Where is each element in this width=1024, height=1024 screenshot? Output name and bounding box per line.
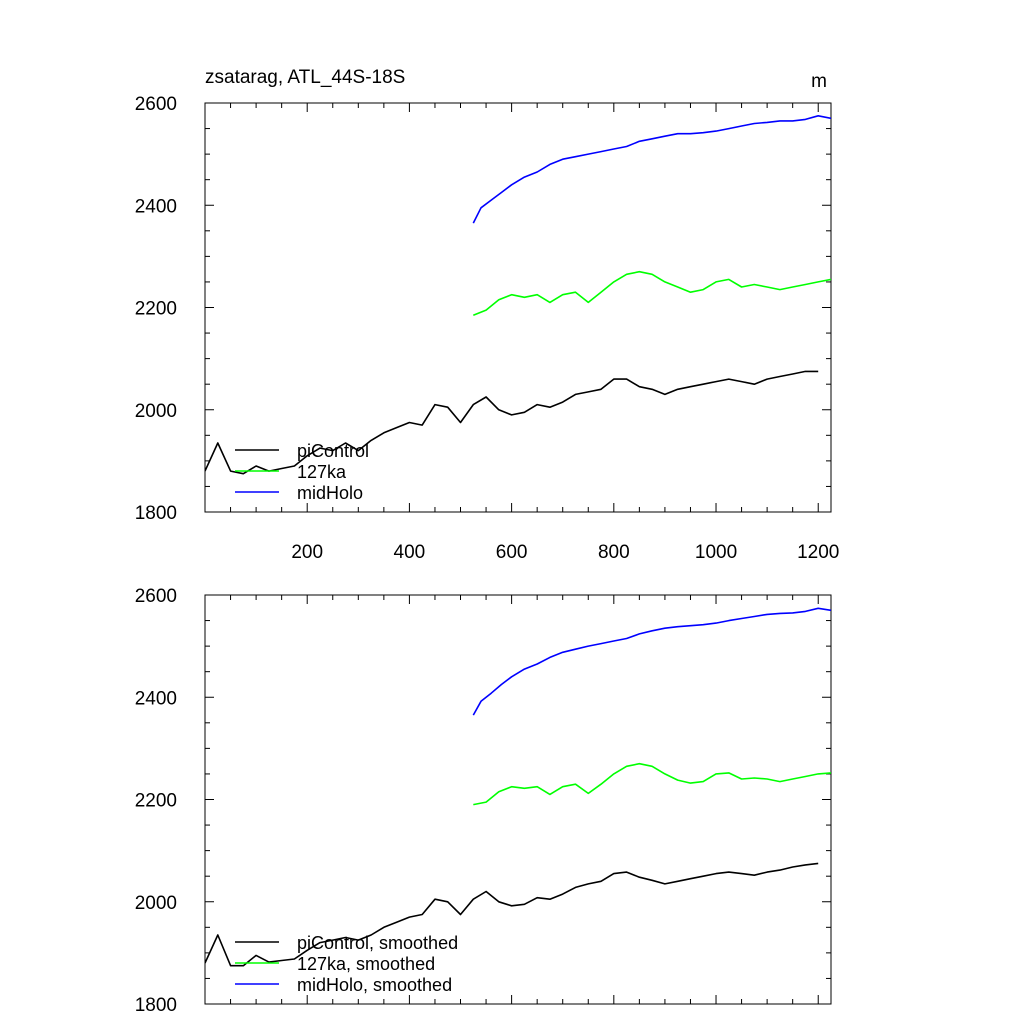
y-tick-label: 2400 [135,196,177,217]
series-line-picontrol [205,370,819,475]
x-tick-label: 200 [291,542,323,563]
legend-label: piControl, smoothed [297,933,458,953]
y-tick-label: 1800 [135,995,177,1016]
x-tick-label: 600 [496,542,528,563]
y-tick-label: 2000 [135,893,177,914]
series-line-midholo [472,607,831,716]
series-line-midholo [472,115,831,224]
y-tick-label: 1800 [135,503,177,524]
y-tick-label: 2600 [135,94,177,115]
series-line-127ka [473,270,831,316]
y-tick-label: 2200 [135,791,177,812]
x-tick-label: 1200 [797,542,839,563]
units-label: m [811,71,827,92]
y-tick-label: 2600 [135,586,177,607]
chart-title: zsatarag, ATL_44S-18S [205,67,405,88]
series-line-picontrol [205,862,819,967]
series-line-127ka [473,762,831,806]
legend-label: midHolo, smoothed [297,975,452,995]
panel-2: 1800 2000 2200 2400 2600 piControl, smoothed1… [135,586,832,1016]
x-tick-label: 1000 [695,542,737,563]
legend-label: 127ka, smoothed [297,954,435,974]
legend-label: midHolo [297,483,363,503]
x-tick-label: 800 [598,542,630,563]
legend-label: 127ka [297,462,347,482]
y-tick-label: 2000 [135,401,177,422]
y-tick-label: 2400 [135,688,177,709]
panel-1: 1800 2000 2200 2400 2600 200 400 600 800 1000 1200… [135,67,840,563]
y-tick-label: 2200 [135,299,177,320]
legend-label: piControl [297,441,369,461]
x-tick-label: 400 [394,542,426,563]
